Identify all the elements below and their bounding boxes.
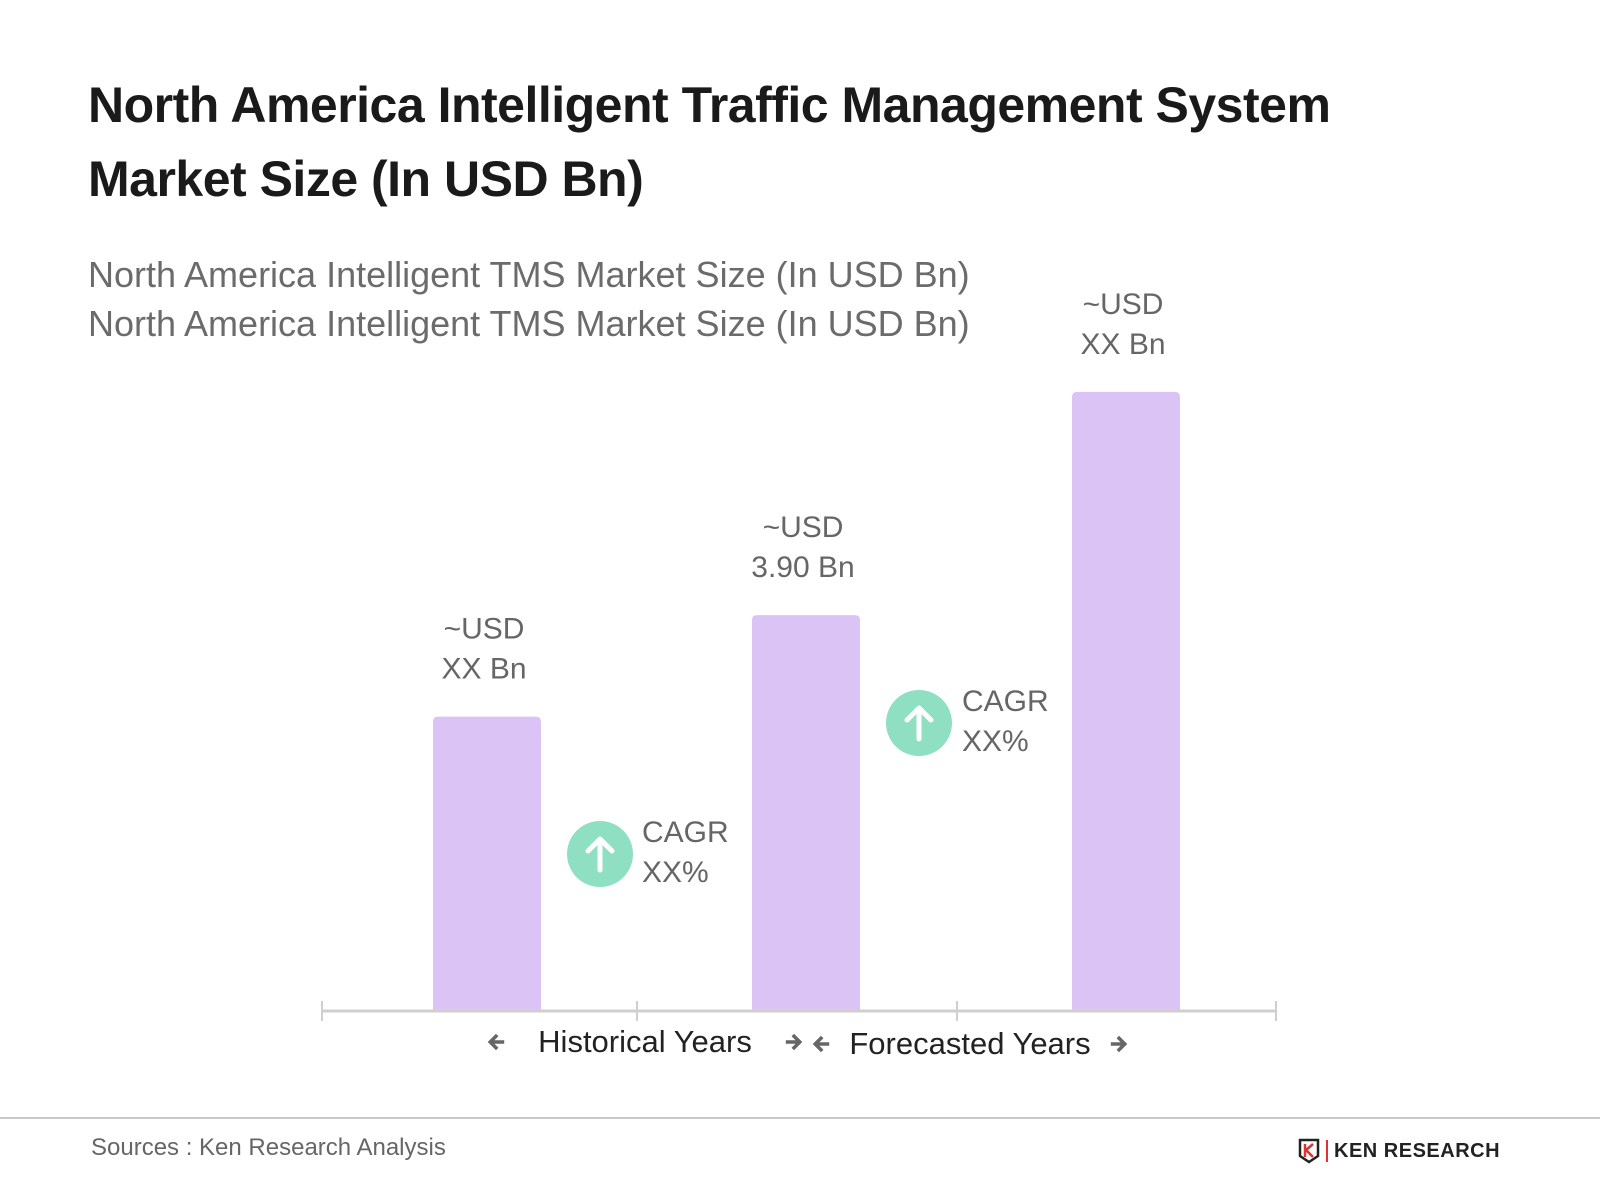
period-label-text: Forecasted Years	[849, 1026, 1090, 1061]
logo-text: KEN RESEARCH	[1334, 1139, 1501, 1162]
arrow-right-icon	[1110, 1035, 1128, 1053]
chart-subtitle: North America Intelligent TMS Market Siz…	[88, 250, 970, 348]
arrow-right-icon	[785, 1033, 803, 1051]
data-label: ~USD	[1083, 288, 1164, 321]
bar-3	[1072, 391, 1180, 1012]
bar-2	[752, 615, 860, 1011]
subtitle-line-2: North America Intelligent TMS Market Siz…	[88, 303, 970, 344]
footer-divider	[0, 1117, 1600, 1119]
subtitle-line-1: North America Intelligent TMS Market Siz…	[88, 254, 970, 295]
cagr-label: CAGR	[962, 685, 1049, 718]
data-label: ~USD	[763, 511, 844, 544]
title-line-2: Market Size (In USD Bn)	[88, 151, 644, 207]
cagr-badge-2: CAGR XX%	[886, 685, 1049, 758]
arrow-up-icon	[585, 836, 615, 873]
period-label-text: Historical Years	[538, 1024, 752, 1059]
arrow-left-icon	[487, 1033, 505, 1051]
arrow-up-icon	[904, 705, 934, 742]
cagr-label: CAGR	[642, 816, 729, 849]
bar-1	[433, 716, 541, 1011]
logo-shield-icon	[1298, 1138, 1320, 1164]
data-label: XX Bn	[1080, 328, 1165, 361]
source-note: Sources : Ken Research Analysis	[91, 1134, 446, 1161]
title-line-1: North America Intelligent Traffic Manage…	[88, 77, 1331, 133]
period-label-2: Forecasted Years	[812, 1026, 1128, 1061]
logo-divider	[1326, 1140, 1328, 1162]
cagr-badge-1: CAGR XX%	[567, 816, 729, 889]
data-label: ~USD	[444, 613, 525, 646]
chart-title: North America Intelligent Traffic Manage…	[88, 68, 1331, 216]
period-label-1: Historical Years	[487, 1024, 803, 1059]
data-label: XX Bn	[441, 653, 526, 686]
cagr-label: XX%	[642, 856, 709, 889]
data-label: 3.90 Bn	[751, 551, 854, 584]
ken-research-logo: KEN RESEARCH	[1298, 1138, 1500, 1164]
cagr-label: XX%	[962, 725, 1029, 758]
arrow-left-icon	[812, 1035, 830, 1053]
